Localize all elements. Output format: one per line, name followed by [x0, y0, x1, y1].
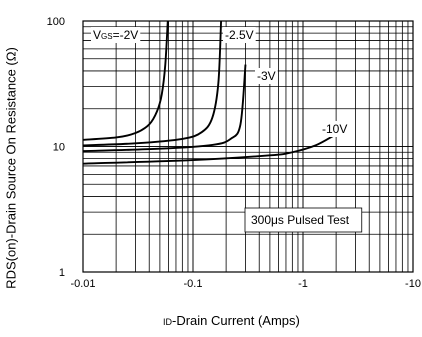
tick-labels: -0.01 -0.1 -1 -10 1 10 100 [47, 16, 421, 290]
series-line-1 [82, 20, 223, 147]
y-axis-label: RDS(on)-Drain Source On Resistance (Ω) [3, 47, 19, 289]
grid [83, 21, 413, 272]
x-axis-label: ID-Drain Current (Amps) [163, 313, 300, 328]
annotation-box: 300μs Pulsed Test [244, 207, 363, 233]
series-line-0 [82, 20, 169, 141]
series-label-bg [320, 121, 350, 137]
series-label-3: -10V [322, 122, 347, 136]
annotation-text: 300μs Pulsed Test [251, 213, 350, 227]
x-axis-label-main: -Drain Current (Amps) [172, 313, 300, 328]
series-label-bg [223, 27, 256, 43]
series-line-3 [82, 134, 335, 165]
x-tick-label: -0.1 [184, 278, 203, 290]
series-label-0: VGS=-2V [93, 28, 138, 42]
series-labels: VGS=-2V -2.5V -3V -10V [91, 27, 350, 137]
y-tick-label: 1 [59, 267, 65, 279]
x-tick-label: -1 [298, 278, 308, 290]
series-label-bg [91, 27, 141, 43]
plot-frame [82, 20, 414, 273]
x-tick-label: -0.01 [70, 278, 95, 290]
series-line-2 [82, 64, 247, 152]
x-axis-label-subscript: ID [163, 317, 172, 327]
series-label-2: -3V [257, 69, 276, 83]
annotation-box-frame [244, 207, 363, 233]
y-tick-label: 10 [53, 142, 65, 154]
y-tick-label: 100 [47, 16, 65, 28]
series-curves [82, 20, 335, 165]
series-label-1: -2.5V [225, 28, 254, 42]
series-label-bg [255, 68, 278, 84]
x-tick-label: -10 [405, 278, 421, 290]
